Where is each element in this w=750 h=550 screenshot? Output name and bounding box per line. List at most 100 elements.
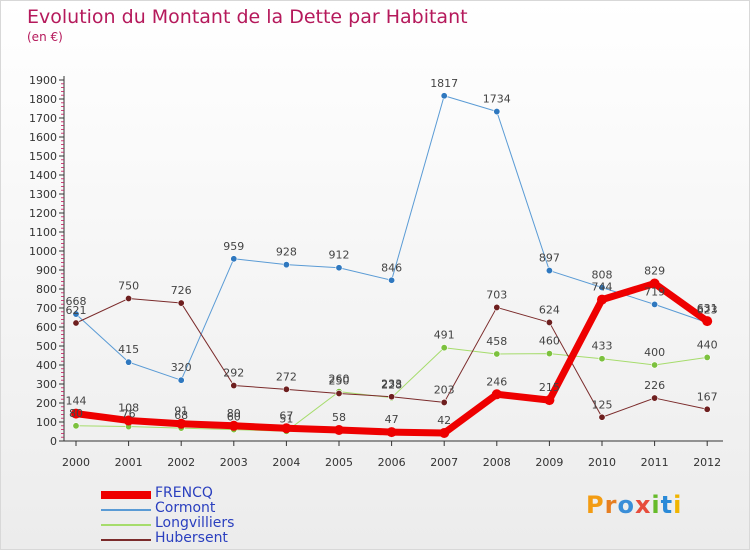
data-point-cormont (72, 310, 80, 318)
data-label-cormont: 320 (171, 361, 192, 374)
y-tick-label: 700 (36, 302, 57, 315)
data-point-cormont (230, 255, 238, 263)
data-point-frencq (176, 418, 187, 429)
data-label-frencq: 108 (118, 401, 139, 414)
data-label-hubersent: 272 (276, 370, 297, 383)
logo-letter: t (660, 491, 674, 519)
data-label-frencq: 42 (437, 414, 451, 427)
data-label-hubersent: 226 (644, 379, 665, 392)
data-point-longvilliers (72, 422, 80, 430)
data-label-longvilliers: 80 (69, 407, 83, 420)
data-point-cormont (388, 276, 396, 284)
y-tick-label: 800 (36, 283, 57, 296)
proxiti-logo: Proxiti (586, 491, 682, 519)
legend-label-cormont: Cormont (155, 500, 216, 516)
data-label-cormont: 668 (66, 295, 87, 308)
data-label-frencq: 144 (66, 395, 87, 408)
data-point-hubersent (72, 319, 80, 327)
data-label-longvilliers: 458 (486, 335, 507, 348)
data-label-hubersent: 726 (171, 284, 192, 297)
x-tick-label: 2012 (693, 456, 721, 469)
line-chart: 0 100 200 300 400 500 600 700 800 900 1000 1100 1200… (29, 74, 723, 469)
data-point-frencq (123, 415, 134, 426)
data-point-longvilliers (598, 355, 606, 363)
data-point-hubersent (440, 398, 448, 406)
data-label-hubersent: 125 (592, 398, 613, 411)
data-label-frencq: 91 (174, 405, 188, 418)
data-point-cormont (440, 92, 448, 100)
data-label-frencq: 67 (279, 409, 293, 422)
y-tick-label: 1700 (29, 112, 57, 125)
y-tick-label: 400 (36, 359, 57, 372)
data-label-cormont: 928 (276, 246, 297, 259)
y-tick-label: 1900 (29, 74, 57, 87)
data-label-hubersent: 250 (329, 375, 350, 388)
data-point-hubersent (598, 413, 606, 421)
data-point-frencq (649, 278, 660, 289)
data-point-frencq (71, 408, 81, 419)
y-tick-label: 300 (36, 378, 57, 391)
data-point-hubersent (703, 405, 711, 413)
data-point-hubersent (493, 303, 501, 311)
data-point-frencq (334, 424, 344, 435)
data-label-frencq: 47 (385, 413, 399, 426)
data-label-frencq: 215 (539, 381, 560, 394)
data-point-cormont (282, 261, 290, 269)
data-point-hubersent (125, 294, 133, 302)
y-tick-label: 1400 (29, 169, 57, 182)
data-label-longvilliers: 433 (592, 340, 613, 353)
data-label-cormont: 912 (329, 249, 350, 262)
data-point-longvilliers (703, 353, 711, 361)
data-point-hubersent (230, 382, 238, 390)
data-label-cormont: 415 (118, 343, 139, 356)
legend-label-frencq: FRENCQ (155, 485, 213, 501)
y-tick-label: 1600 (29, 131, 57, 144)
data-label-longvilliers: 460 (539, 335, 560, 348)
logo-letter: r (604, 491, 618, 519)
data-label-hubersent: 203 (434, 383, 455, 396)
logo-letter: i (673, 491, 683, 519)
x-tick-label: 2009 (535, 456, 563, 469)
data-point-frencq (386, 427, 397, 438)
data-point-frencq (544, 395, 555, 406)
data-label-longvilliers: 491 (434, 329, 455, 342)
data-label-cormont: 1734 (483, 93, 511, 106)
data-point-longvilliers (440, 344, 448, 352)
data-point-frencq (281, 423, 292, 434)
y-tick-label: 1100 (29, 226, 57, 239)
data-point-frencq (491, 389, 502, 400)
chart-subtitle: (en €) (27, 30, 63, 44)
data-label-frencq: 744 (592, 281, 613, 294)
data-point-cormont (598, 283, 606, 291)
data-label-frencq: 58 (332, 411, 346, 424)
y-tick-label: 0 (50, 435, 57, 448)
data-point-cormont (125, 358, 133, 366)
data-label-frencq: 829 (644, 264, 665, 277)
y-tick-label: 1300 (29, 188, 57, 201)
data-point-hubersent (388, 393, 396, 401)
data-label-cormont: 623 (697, 304, 718, 317)
y-tick-label: 1000 (29, 245, 57, 258)
legend-label-hubersent: Hubersent (155, 530, 228, 546)
data-label-cormont: 897 (539, 252, 560, 265)
legend-swatch-cormont (101, 509, 151, 511)
data-point-hubersent (282, 385, 290, 393)
y-tick-label: 1500 (29, 150, 57, 163)
data-label-frencq: 246 (486, 375, 507, 388)
y-tick-label: 900 (36, 264, 57, 277)
y-tick-label: 600 (36, 321, 57, 334)
data-point-hubersent (177, 299, 185, 307)
data-label-longvilliers: 76 (122, 408, 136, 421)
data-point-longvilliers (545, 350, 553, 358)
data-point-frencq (702, 316, 713, 327)
data-label-cormont: 719 (644, 285, 665, 298)
data-label-frencq: 80 (227, 407, 241, 420)
series-line-frencq (72, 279, 711, 437)
data-point-frencq (228, 420, 239, 431)
x-tick-label: 2004 (272, 456, 300, 469)
logo-letter: x (634, 491, 652, 519)
legend-swatch-frencq (101, 491, 151, 499)
data-label-cormont: 846 (381, 261, 402, 274)
y-tick-label: 1800 (29, 93, 57, 106)
